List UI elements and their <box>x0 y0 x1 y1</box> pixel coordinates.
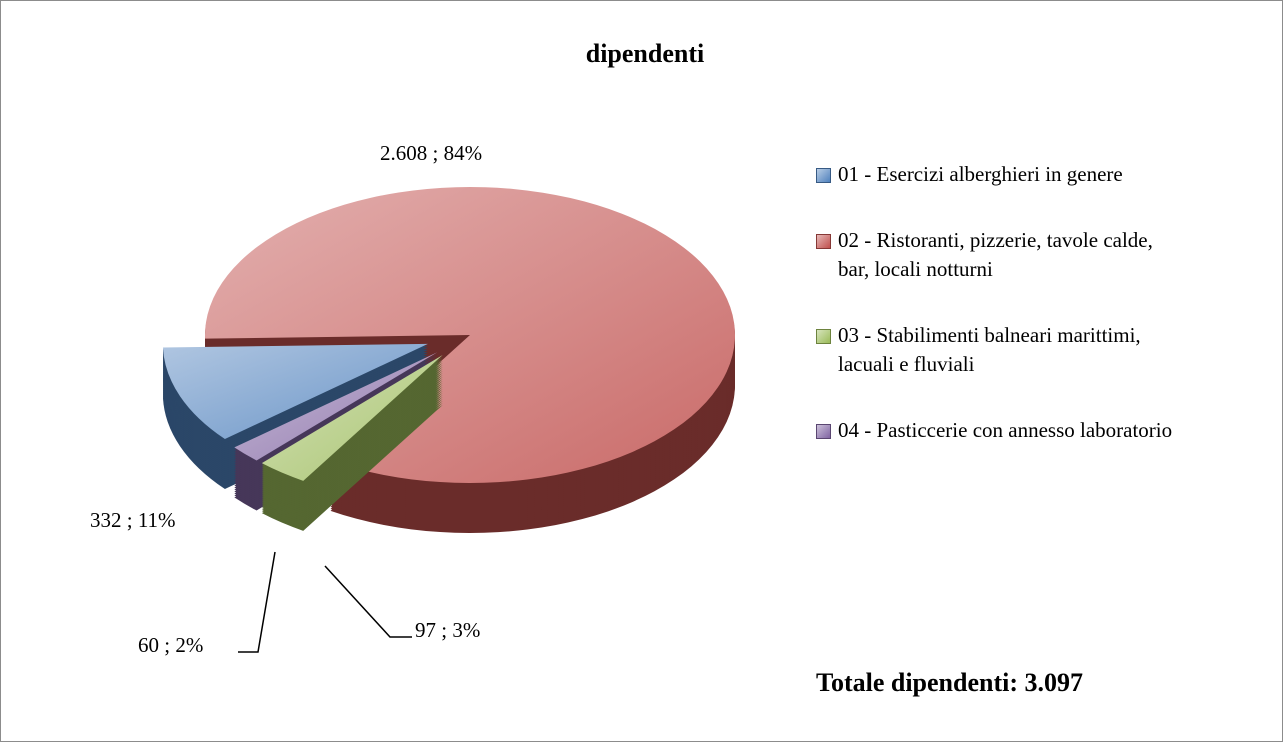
legend-label: 02 - Ristoranti, pizzerie, tavole calde,… <box>838 228 1153 281</box>
legend-swatch <box>816 329 831 344</box>
data-label: 332 ; 11% <box>90 508 176 532</box>
chart-title: dipendenti <box>586 39 705 68</box>
legend-swatch <box>816 424 831 439</box>
legend-label: 04 - Pasticcerie con annesso laboratorio <box>838 418 1173 442</box>
legend-label: 01 - Esercizi alberghieri in genere <box>838 162 1123 186</box>
legend-swatch <box>816 234 831 249</box>
slice <box>234 352 438 461</box>
legend-item: 02 - Ristoranti, pizzerie, tavole calde,… <box>810 226 1180 284</box>
legend-label: 03 - Stabilimenti balneari marittimi, la… <box>838 323 1141 376</box>
total-annotation: Totale dipendenti: 3.097 <box>816 668 1084 697</box>
legend-swatch <box>816 168 831 183</box>
slice <box>205 187 735 484</box>
slice <box>261 354 443 481</box>
slice <box>162 343 428 440</box>
leader-line <box>324 565 412 638</box>
legend-item: 03 - Stabilimenti balneari marittimi, la… <box>810 321 1180 379</box>
legend: 01 - Esercizi alberghieri in genere 02 - … <box>810 160 1180 482</box>
legend-item: 04 - Pasticcerie con annesso laboratorio <box>810 416 1180 445</box>
data-label: 60 ; 2% <box>138 633 203 657</box>
data-label: 97 ; 3% <box>415 618 480 642</box>
leader-line <box>238 551 276 653</box>
legend-item: 01 - Esercizi alberghieri in genere <box>810 160 1180 189</box>
data-label: 2.608 ; 84% <box>380 141 482 165</box>
